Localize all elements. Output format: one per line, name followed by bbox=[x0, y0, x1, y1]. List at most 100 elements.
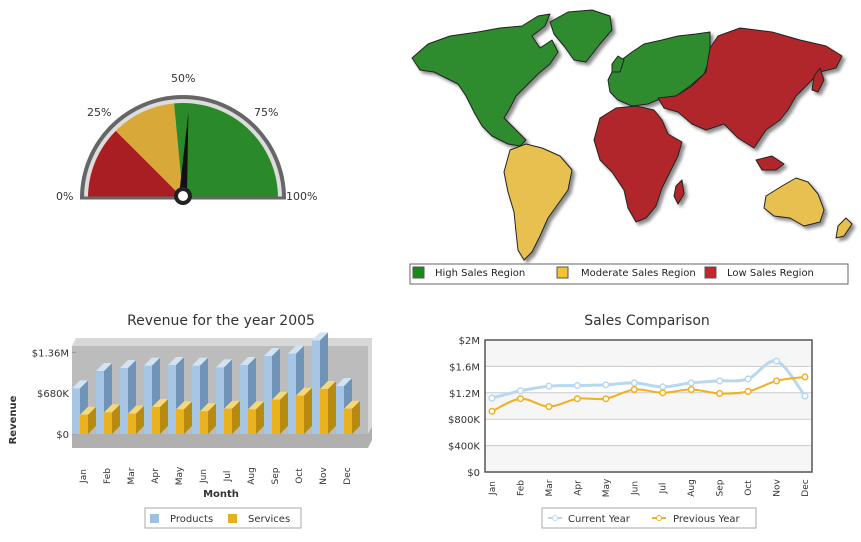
services-bar-apr-front bbox=[152, 407, 160, 434]
new-zealand-region[interactable] bbox=[835, 217, 853, 239]
services-bar-jan-front bbox=[80, 414, 88, 434]
services-bar-mar[interactable] bbox=[128, 405, 144, 434]
gauge-chart: 0% 25% 50% 75% 100% bbox=[56, 72, 317, 205]
previous-year-point-mar[interactable] bbox=[545, 403, 553, 411]
legend-high-label: High Sales Region bbox=[435, 268, 525, 279]
gauge-label-0: 0% bbox=[56, 190, 73, 203]
services-bar-apr[interactable] bbox=[152, 399, 168, 434]
gauge-label-100: 100% bbox=[286, 190, 317, 203]
services-bar-dec[interactable] bbox=[344, 400, 360, 434]
gauge-band-1 bbox=[115, 103, 183, 198]
previous-year-point-sep[interactable] bbox=[716, 389, 724, 398]
previous-year-point-oct[interactable] bbox=[744, 387, 752, 396]
bar-y-tick-label-2: $1.36M bbox=[32, 348, 69, 359]
line-x-label-sep: Sep bbox=[716, 479, 726, 496]
services-bar-oct[interactable] bbox=[296, 387, 312, 434]
services-bar-jul-front bbox=[224, 408, 232, 434]
services-bar-jul-top bbox=[224, 400, 240, 409]
services-bar-jul[interactable] bbox=[224, 400, 240, 434]
line-x-label-oct: Oct bbox=[744, 480, 754, 496]
madagascar-region[interactable] bbox=[673, 179, 685, 205]
products-bar-feb-top bbox=[96, 363, 112, 371]
line-x-label-mar: Mar bbox=[545, 479, 555, 496]
services-bar-sep-front bbox=[272, 399, 280, 434]
bar-x-label-apr: Apr bbox=[151, 468, 161, 484]
map-legend-box bbox=[409, 263, 849, 285]
services-bar-jan[interactable] bbox=[80, 406, 96, 434]
previous-year-point-dec[interactable] bbox=[801, 373, 809, 381]
bar-y-tick-label-1: $680K bbox=[37, 389, 69, 400]
current-year-point-aug[interactable] bbox=[687, 379, 695, 387]
bar-chart-xlabel: Month bbox=[203, 489, 239, 500]
products-bar-aug-top bbox=[240, 357, 256, 365]
bar-x-label-jan: Jan bbox=[79, 469, 89, 484]
current-year-point-mar[interactable] bbox=[545, 382, 553, 390]
previous-year-point-apr[interactable] bbox=[573, 395, 581, 403]
services-bar-aug[interactable] bbox=[248, 401, 264, 434]
services-bar-nov-front bbox=[320, 389, 328, 434]
previous-year-point-jun[interactable] bbox=[630, 385, 638, 394]
services-bar-nov[interactable] bbox=[320, 381, 336, 434]
previous-year-point-aug[interactable] bbox=[687, 385, 695, 394]
gauge-needle bbox=[179, 112, 189, 197]
services-bar-jun[interactable] bbox=[200, 403, 216, 434]
current-year-point-jul[interactable] bbox=[659, 383, 667, 391]
current-year-point-dec[interactable] bbox=[801, 392, 809, 400]
services-bar-apr-side bbox=[160, 399, 168, 434]
previous-year-point-jul[interactable] bbox=[659, 389, 667, 397]
current-year-point-feb[interactable] bbox=[516, 387, 525, 395]
services-bar-may-top bbox=[176, 401, 192, 410]
products-bar-apr-front bbox=[144, 365, 152, 434]
south-america-region[interactable] bbox=[503, 143, 573, 261]
previous-year-point-may[interactable] bbox=[602, 395, 610, 403]
current-year-point-sep[interactable] bbox=[716, 377, 724, 385]
services-bar-sep[interactable] bbox=[272, 391, 288, 434]
africa-region[interactable] bbox=[593, 105, 683, 223]
services-bar-aug-side bbox=[256, 401, 264, 434]
previous-year-point-feb[interactable] bbox=[516, 395, 525, 403]
services-bar-mar-front bbox=[128, 413, 136, 434]
services-bar-jan-side bbox=[88, 406, 96, 434]
previous-year-point-jan[interactable] bbox=[488, 407, 496, 415]
north-america-region[interactable] bbox=[411, 13, 559, 147]
legend-services-label: Services bbox=[248, 514, 290, 525]
bar-x-label-aug: Aug bbox=[247, 467, 257, 485]
services-bar-oct-front bbox=[296, 395, 304, 434]
line-x-label-nov: Nov bbox=[773, 479, 783, 497]
current-year-point-may[interactable] bbox=[602, 381, 610, 389]
products-bar-oct-top bbox=[288, 345, 304, 354]
products-bar-nov-top bbox=[312, 332, 328, 341]
bar-x-label-mar: Mar bbox=[127, 467, 137, 484]
greenland-region[interactable] bbox=[549, 9, 613, 63]
services-bar-feb[interactable] bbox=[104, 404, 120, 434]
indonesia-region[interactable] bbox=[755, 155, 785, 171]
line-y-tick-label-4: $1.6M bbox=[449, 362, 480, 373]
current-year-point-oct[interactable] bbox=[744, 375, 752, 383]
products-bar-jul-front bbox=[216, 367, 224, 434]
line-x-label-jul: Jul bbox=[659, 483, 669, 495]
services-bar-jan-top bbox=[80, 406, 96, 415]
uk-region[interactable] bbox=[611, 55, 625, 73]
previous-year-point-nov[interactable] bbox=[772, 377, 781, 385]
services-bar-may[interactable] bbox=[176, 401, 192, 434]
australia-region[interactable] bbox=[763, 177, 825, 227]
gauge-label-25: 25% bbox=[87, 106, 111, 119]
line-x-label-may: May bbox=[602, 478, 612, 497]
services-bar-jun-side bbox=[208, 403, 216, 434]
products-bar-oct-front bbox=[288, 353, 296, 434]
current-year-point-nov[interactable] bbox=[772, 357, 781, 365]
products-bar-jun-front bbox=[192, 365, 200, 434]
products-bar-may-top bbox=[168, 357, 184, 365]
products-bar-nov-front bbox=[312, 340, 320, 434]
line-x-label-jan: Jan bbox=[488, 481, 498, 496]
products-bar-aug-front bbox=[240, 365, 248, 434]
sales-line-chart: Sales Comparison $0 $400K $800K $1.2M $1.6M $… bbox=[448, 313, 813, 529]
current-year-point-apr[interactable] bbox=[573, 381, 581, 390]
legend-products-label: Products bbox=[170, 514, 213, 525]
current-year-point-jan[interactable] bbox=[488, 394, 496, 402]
current-year-point-jun[interactable] bbox=[630, 379, 638, 387]
bar-x-label-feb: Feb bbox=[103, 468, 113, 484]
legend-low-swatch bbox=[704, 266, 717, 279]
japan-region[interactable] bbox=[811, 67, 825, 93]
products-bar-apr-top bbox=[144, 357, 160, 366]
